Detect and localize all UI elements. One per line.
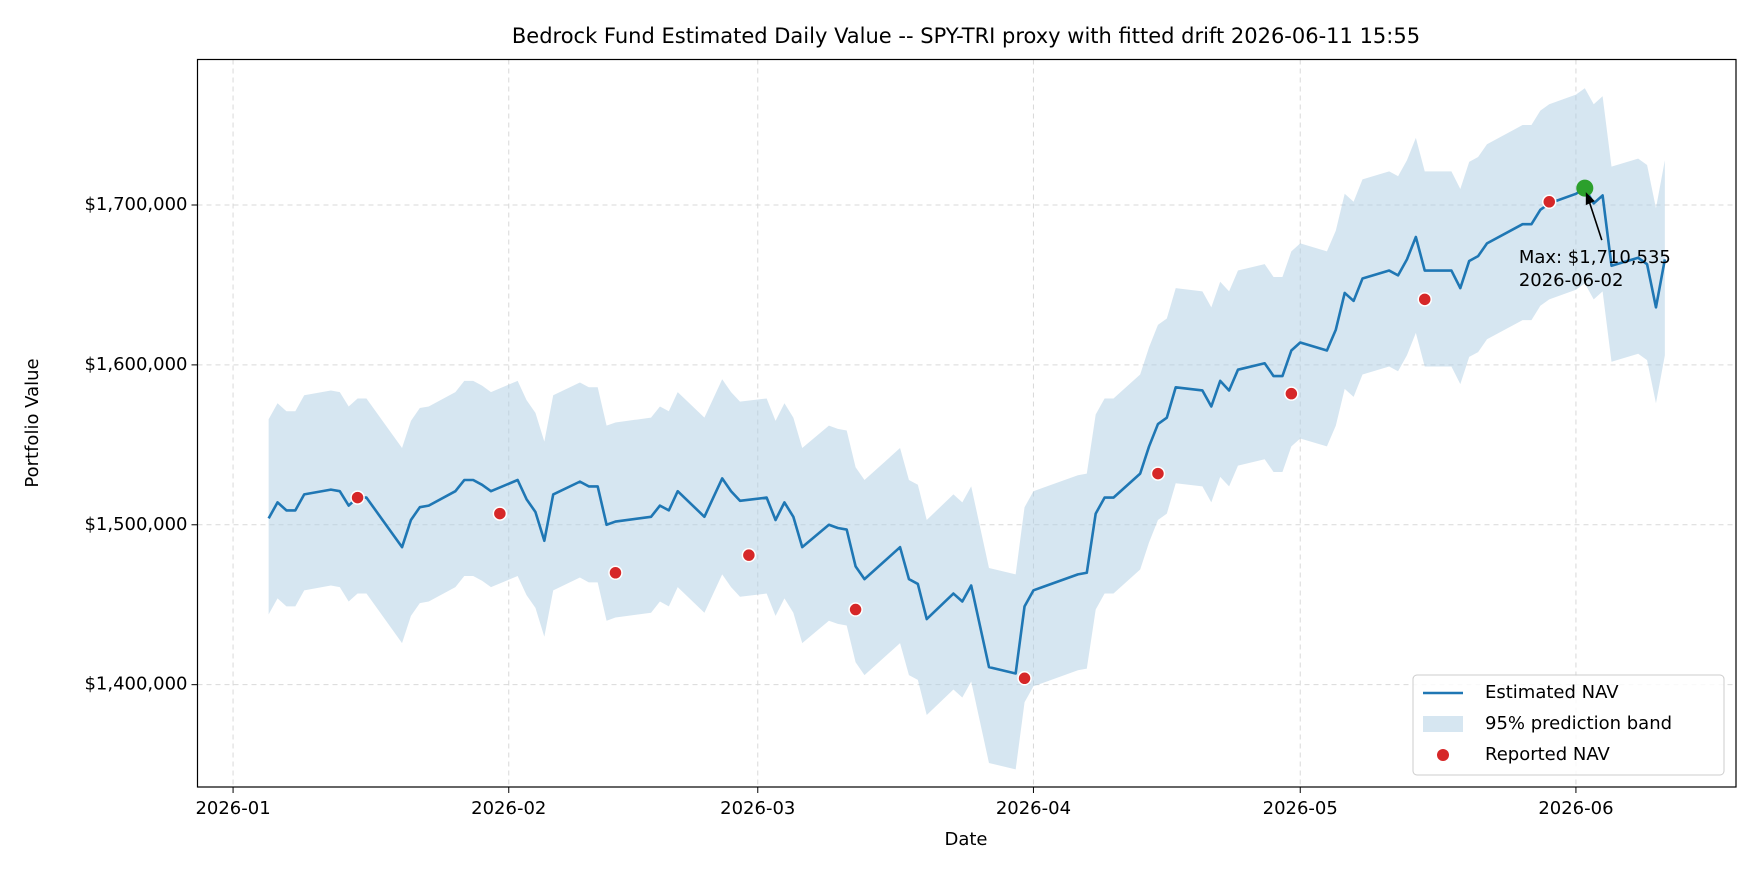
y-tick-label: $1,700,000 [84, 194, 187, 215]
y-tick-label: $1,400,000 [84, 674, 187, 695]
chart-title: Bedrock Fund Estimated Daily Value -- SP… [512, 24, 1420, 48]
reported-point [848, 602, 863, 617]
legend-label: Reported NAV [1485, 744, 1611, 765]
annotation-label: Max: $1,710,535 [1519, 247, 1671, 268]
prediction-band [268, 88, 1665, 770]
y-axis-label: Portfolio Value [22, 358, 43, 487]
nav-line [267, 186, 1667, 675]
reported-point [741, 547, 757, 563]
legend-swatch [1437, 749, 1449, 761]
reported-point [492, 506, 508, 521]
x-tick-label: 2026-05 [1263, 798, 1338, 819]
max-point [1576, 179, 1594, 197]
reported-point [1541, 194, 1557, 210]
annotation-date: 2026-06-02 [1519, 270, 1624, 291]
x-tick-label: 2026-01 [195, 798, 270, 819]
reported-point [1284, 386, 1299, 401]
reported-point [1017, 671, 1032, 686]
annotation-arrowhead [1585, 192, 1595, 206]
x-tick-label: 2026-02 [471, 798, 546, 819]
reported-point [350, 490, 365, 505]
legend-swatch [1423, 716, 1463, 732]
y-tick-label: $1,600,000 [84, 354, 187, 375]
legend-label: 95% prediction band [1485, 713, 1672, 734]
plot-frame [196, 58, 1737, 788]
x-tick-label: 2026-03 [720, 798, 795, 819]
x-tick-label: 2026-06 [1538, 798, 1613, 819]
y-tick-label: $1,500,000 [84, 514, 187, 535]
reported-point [1417, 292, 1432, 307]
reported-point [608, 565, 623, 580]
x-axis-label: Date [944, 829, 987, 850]
reported-point [1150, 466, 1166, 481]
legend-label: Estimated NAV [1485, 682, 1619, 703]
x-tick-label: 2026-04 [996, 798, 1071, 819]
legend-box [1412, 674, 1725, 776]
